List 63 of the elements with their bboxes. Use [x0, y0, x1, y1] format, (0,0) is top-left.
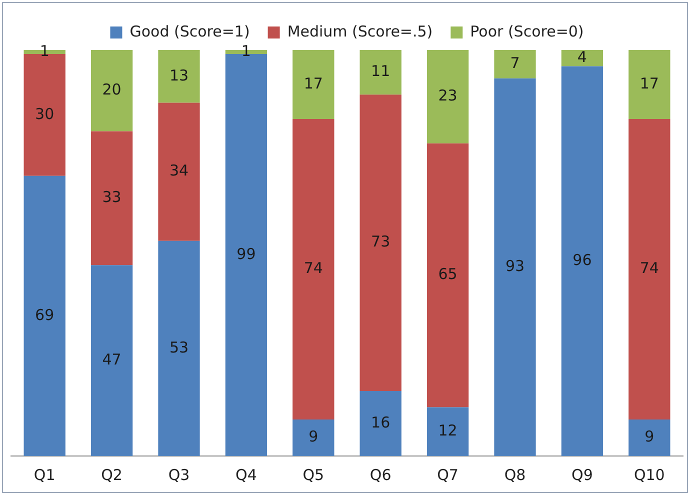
data-label: 17: [640, 74, 659, 92]
bar: [292, 419, 334, 456]
data-label: 13: [169, 66, 189, 84]
bar: [561, 50, 604, 66]
legend-label: Good (Score=1): [130, 22, 250, 40]
data-label: 20: [102, 80, 122, 98]
x-tick-label: Q8: [504, 466, 526, 484]
data-label: 69: [35, 306, 54, 324]
bar: [24, 54, 66, 176]
data-label: 93: [505, 257, 525, 276]
x-tick-label: Q4: [236, 466, 257, 484]
bar: [360, 94, 402, 392]
bar: [426, 50, 469, 144]
bar: [426, 407, 469, 456]
bar: [494, 78, 536, 456]
x-tick-label: Q2: [101, 466, 122, 484]
x-tick-label: Q5: [302, 466, 324, 484]
legend-label: Poor (Score=0): [470, 22, 584, 40]
data-label: 9: [644, 428, 654, 446]
data-label: 9: [308, 428, 318, 446]
bar: [158, 240, 200, 456]
bar: [561, 66, 604, 456]
data-label: 34: [169, 162, 189, 180]
data-label: 4: [577, 48, 587, 66]
x-tick-label: Q7: [437, 466, 458, 484]
data-label: 17: [304, 74, 323, 92]
data-label: 74: [304, 259, 323, 278]
bar: [360, 50, 402, 95]
bar: [24, 176, 66, 456]
data-label: 33: [102, 188, 122, 206]
bar: [360, 391, 402, 456]
bar: [292, 119, 334, 420]
x-tick-label: Q9: [572, 466, 593, 484]
x-tick-label: Q1: [34, 466, 56, 484]
data-label: 30: [35, 104, 54, 123]
bar: [628, 50, 670, 120]
data-label: 16: [371, 413, 390, 432]
data-label: 74: [640, 259, 659, 278]
bar: [158, 102, 200, 241]
legend-label: Medium (Score=.5): [287, 22, 433, 40]
bar: [494, 50, 536, 78]
x-tick-label: Q3: [168, 466, 190, 484]
bar: [628, 419, 670, 456]
bar: [426, 143, 469, 408]
x-tick-label: Q6: [370, 466, 392, 484]
data-label: 96: [572, 251, 592, 270]
data-label: 99: [236, 244, 256, 263]
bar: [158, 50, 200, 103]
bar: [90, 131, 133, 266]
x-tick-label: Q10: [634, 466, 665, 484]
bar: [225, 54, 268, 456]
data-label: 12: [438, 422, 458, 440]
data-label: 7: [510, 54, 520, 72]
data-label: 53: [169, 338, 189, 356]
data-label: 65: [438, 265, 458, 284]
data-label: 47: [102, 350, 122, 368]
bar: [292, 50, 334, 120]
data-label: 23: [438, 86, 458, 105]
data-label: 73: [371, 232, 390, 251]
bar: [90, 265, 133, 456]
data-label: 11: [371, 62, 390, 80]
bar: [628, 119, 670, 420]
bar: [90, 50, 133, 132]
